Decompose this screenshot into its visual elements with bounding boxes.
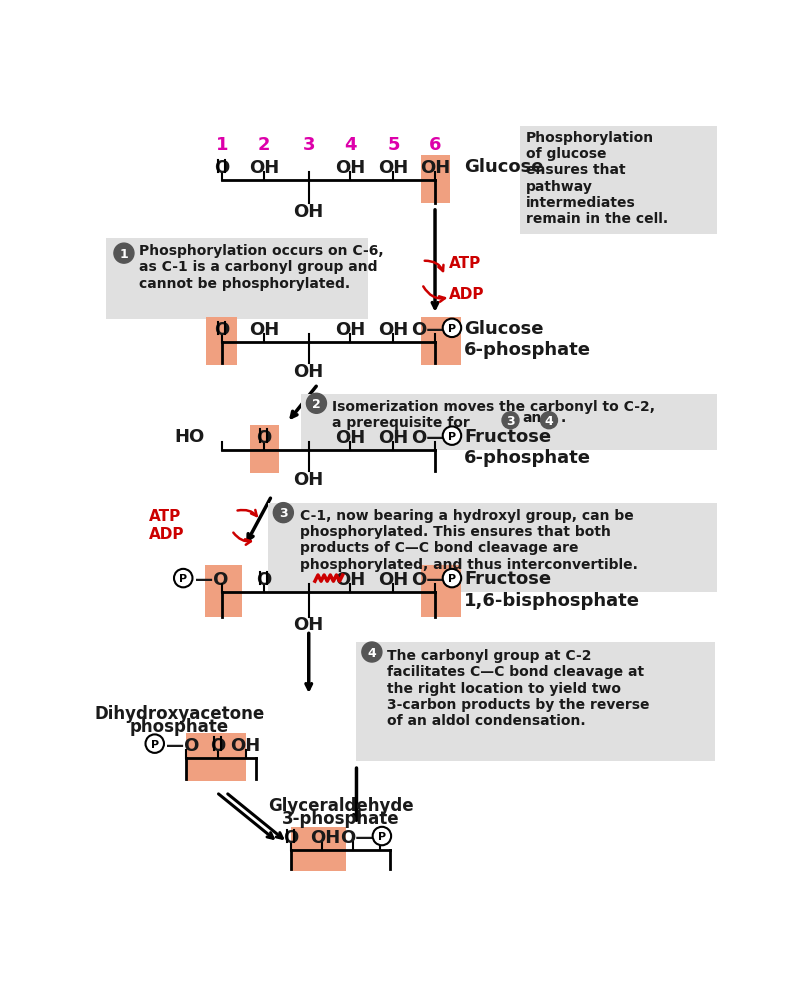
Text: Glucose: Glucose bbox=[464, 158, 543, 176]
Text: ATP: ATP bbox=[448, 256, 480, 271]
Text: OH: OH bbox=[294, 471, 323, 489]
Text: O—: O— bbox=[410, 571, 444, 588]
Text: 3: 3 bbox=[505, 414, 514, 427]
Text: O—: O— bbox=[410, 428, 444, 446]
Text: Phosphorylation
of glucose
ensures that
pathway
intermediates
remain in the cell: Phosphorylation of glucose ensures that … bbox=[525, 131, 667, 226]
Bar bbox=[250, 425, 279, 473]
Text: 4: 4 bbox=[343, 136, 356, 154]
Text: O—: O— bbox=[410, 321, 444, 339]
Text: Glyceraldehyde: Glyceraldehyde bbox=[268, 796, 413, 814]
Text: 2: 2 bbox=[257, 136, 270, 154]
Text: Fructose: Fructose bbox=[464, 427, 551, 445]
Circle shape bbox=[442, 319, 460, 338]
Text: O: O bbox=[214, 159, 229, 177]
Bar bbox=[290, 827, 346, 872]
Text: OH: OH bbox=[334, 159, 365, 177]
Circle shape bbox=[362, 642, 382, 662]
Text: 4: 4 bbox=[544, 414, 553, 427]
Text: 5: 5 bbox=[387, 136, 399, 154]
Text: C-1, now bearing a hydroxyl group, can be
phosphorylated. This ensures that both: C-1, now bearing a hydroxyl group, can b… bbox=[299, 509, 637, 571]
Circle shape bbox=[540, 413, 557, 429]
Text: .: . bbox=[560, 411, 565, 424]
Bar bbox=[301, 395, 716, 450]
Text: P: P bbox=[179, 574, 187, 583]
Text: OH: OH bbox=[294, 203, 323, 221]
Circle shape bbox=[174, 570, 192, 587]
Bar bbox=[185, 734, 245, 781]
Text: OH: OH bbox=[419, 159, 450, 177]
Text: OH: OH bbox=[378, 321, 408, 339]
Circle shape bbox=[145, 735, 164, 753]
Text: HO: HO bbox=[174, 427, 205, 445]
Text: Glucose: Glucose bbox=[464, 319, 543, 338]
Circle shape bbox=[442, 427, 460, 445]
Text: 6-phosphate: 6-phosphate bbox=[464, 448, 590, 467]
Text: phosphate: phosphate bbox=[130, 717, 229, 735]
Text: OH: OH bbox=[294, 363, 323, 381]
Text: O: O bbox=[256, 571, 271, 588]
Bar bbox=[205, 566, 241, 617]
Text: Fructose: Fructose bbox=[464, 570, 551, 587]
Text: Dihydroxyacetone: Dihydroxyacetone bbox=[94, 704, 264, 722]
Bar bbox=[206, 318, 237, 366]
Text: 2: 2 bbox=[312, 398, 321, 411]
Bar bbox=[356, 642, 714, 761]
Bar bbox=[106, 239, 367, 319]
Text: ATP: ATP bbox=[148, 509, 180, 524]
Text: The carbonyl group at C-2
facilitates C—C bond cleavage at
the right location to: The carbonyl group at C-2 facilitates C—… bbox=[387, 648, 649, 728]
Text: 1,6-bisphosphate: 1,6-bisphosphate bbox=[464, 591, 639, 609]
Text: Isomerization moves the carbonyl to C-2,
a prerequisite for: Isomerization moves the carbonyl to C-2,… bbox=[331, 400, 654, 429]
Text: ADP: ADP bbox=[448, 287, 484, 302]
Text: OH: OH bbox=[334, 428, 365, 446]
Circle shape bbox=[306, 394, 326, 414]
Text: OH: OH bbox=[294, 615, 323, 633]
Text: OH: OH bbox=[378, 571, 408, 588]
Circle shape bbox=[501, 413, 518, 429]
Text: OH: OH bbox=[378, 159, 408, 177]
Text: O: O bbox=[283, 829, 298, 847]
Text: OH: OH bbox=[310, 829, 340, 847]
Circle shape bbox=[372, 827, 391, 846]
Text: 1: 1 bbox=[215, 136, 228, 154]
Text: OH: OH bbox=[249, 321, 279, 339]
Text: 3: 3 bbox=[302, 136, 314, 154]
Bar bbox=[420, 156, 450, 204]
Text: P: P bbox=[448, 323, 456, 334]
Text: OH: OH bbox=[378, 428, 408, 446]
Text: P: P bbox=[378, 831, 386, 841]
Text: OH: OH bbox=[230, 737, 261, 754]
Text: OH: OH bbox=[334, 321, 365, 339]
Bar bbox=[420, 566, 460, 617]
Text: O: O bbox=[256, 428, 271, 446]
Circle shape bbox=[114, 244, 134, 263]
Text: 3-phosphate: 3-phosphate bbox=[282, 809, 399, 827]
Bar bbox=[268, 504, 716, 592]
Text: 4: 4 bbox=[367, 646, 376, 659]
Text: Phosphorylation occurs on C-6,
as C-1 is a carbonyl group and
cannot be phosphor: Phosphorylation occurs on C-6, as C-1 is… bbox=[140, 244, 383, 290]
Bar bbox=[520, 127, 716, 235]
Bar bbox=[420, 318, 460, 366]
Text: ADP: ADP bbox=[148, 527, 184, 542]
Text: 1: 1 bbox=[119, 248, 128, 260]
Text: P: P bbox=[151, 739, 159, 748]
Text: 3: 3 bbox=[278, 507, 287, 520]
Circle shape bbox=[273, 503, 293, 523]
Text: OH: OH bbox=[334, 571, 365, 588]
Circle shape bbox=[442, 570, 460, 587]
Text: O: O bbox=[214, 321, 229, 339]
Text: —O: —O bbox=[195, 571, 228, 588]
Text: —O: —O bbox=[165, 737, 199, 754]
Text: OH: OH bbox=[249, 159, 279, 177]
Text: P: P bbox=[448, 574, 456, 583]
Text: P: P bbox=[448, 431, 456, 441]
Text: and: and bbox=[521, 411, 551, 424]
Text: 6: 6 bbox=[428, 136, 441, 154]
Text: O—: O— bbox=[339, 829, 373, 847]
Text: O: O bbox=[210, 737, 225, 754]
Text: 6-phosphate: 6-phosphate bbox=[464, 341, 590, 359]
